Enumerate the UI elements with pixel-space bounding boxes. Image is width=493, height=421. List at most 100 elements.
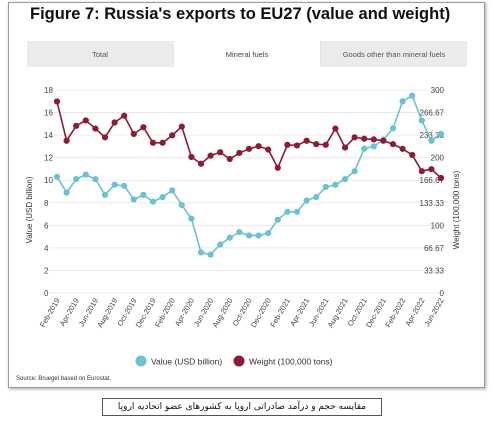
value-point [255,232,262,239]
weight-point [197,160,205,167]
weight-point [188,153,195,161]
value-point [111,181,118,188]
weight-point [207,152,214,159]
right-tick-label: 266.67 [420,109,445,118]
weight-point [73,122,80,129]
x-axis-ticks: Feb-2019Apr-2019Jun-2019Aug-2019Oct-2019… [38,297,446,330]
right-tick-label: 300 [431,86,445,95]
value-point [169,187,176,194]
weight-point [389,141,397,148]
value-point [351,168,358,175]
weight-point [265,146,272,153]
right-tick-label: 0 [440,289,445,298]
right-tick-label: 133.33 [420,199,445,208]
left-tick-label: 4 [44,244,49,253]
legend-label-weight: Weight (100,000 tons) [249,357,333,367]
right-tick-label: 200 [431,154,445,163]
left-tick-label: 14 [44,131,53,140]
legend-marker-value [135,355,147,367]
weight-point [159,139,166,146]
left-axis-ticks: 18 16 14 12 10 8 6 4 2 0 [44,86,53,298]
weight-point [121,112,128,119]
left-tick-label: 18 [44,86,53,95]
right-axis-label: Weight (100,000 tons) [452,170,461,249]
right-tick-label: 33.33 [424,266,445,275]
legend-label-value: Value (USD billion) [151,357,222,367]
source-note: Source: Bruegel based on Eurostat. [16,376,111,382]
value-point [92,175,99,183]
value-point [332,181,339,188]
value-point [207,251,214,258]
weight-point [255,143,262,150]
weight-point [380,137,387,144]
value-point [245,232,253,239]
weight-point [418,168,425,175]
weight-point [226,155,233,163]
weight-point [341,144,349,151]
value-point [197,249,205,256]
figure-title: Figure 7: Russia's exports to EU27 (valu… [30,5,451,23]
left-tick-label: 10 [44,176,53,185]
value-point [284,208,291,215]
legend: Value (USD billion) Weight (100,000 tons… [135,355,333,367]
value-point [217,241,224,248]
value-point [428,137,435,144]
value-point [293,208,301,215]
value-point [361,145,368,152]
right-tick-label: 166.67 [420,176,445,185]
value-point [149,198,157,205]
weight-point [130,130,137,138]
value-point [140,191,147,198]
chart-tabs: Total Mineral fuels Goods other than min… [27,41,467,67]
weight-point [82,117,89,124]
weight-point [92,125,99,132]
weight-point [322,141,329,148]
value-point [303,197,310,204]
weight-point [370,136,377,143]
persian-caption: مقایسه حجم و درآمد صادراتی اروپا به کشور… [102,398,382,416]
value-point [399,98,406,105]
right-tick-label: 233.33 [420,131,445,140]
weight-point [313,141,320,148]
value-point [322,183,329,191]
value-point [73,175,80,183]
weight-point [140,124,147,131]
weight-point [245,145,253,152]
weight-point [63,137,70,144]
right-tick-label: 100 [431,221,445,230]
value-point [82,171,89,178]
left-tick-label: 2 [44,266,49,275]
value-point [370,143,377,150]
weight-point [236,149,243,157]
tab-total[interactable]: Total [27,41,173,67]
weight-point [399,145,406,152]
weight-point [409,151,416,159]
value-point [409,92,416,99]
weight-point [303,137,310,144]
left-axis-label: Value (USD billion) [25,176,34,243]
weight-point [149,139,157,146]
tab-mineral-fuels[interactable]: Mineral fuels [173,41,321,67]
value-point [418,117,425,124]
value-point [389,125,397,132]
value-point [53,173,61,180]
right-axis-ticks: 300 266.67 233.33 200 166.67 133.33 100 66.67 33… [420,86,445,298]
weight-point [361,135,368,142]
left-tick-label: 0 [44,289,49,298]
value-point [236,229,243,236]
weight-point [332,125,339,132]
left-tick-label: 6 [44,221,49,230]
value-point [63,189,70,196]
tab-goods-other[interactable]: Goods other than mineral fuels [321,41,467,67]
left-tick-label: 12 [44,154,53,163]
weight-point [274,164,281,171]
weight-point [111,119,118,126]
weight-point [169,132,176,139]
weight-point [284,141,291,148]
value-point [341,175,349,183]
value-point [265,230,272,237]
weight-point [217,149,224,156]
weight-point [293,142,301,149]
value-point [121,182,128,189]
